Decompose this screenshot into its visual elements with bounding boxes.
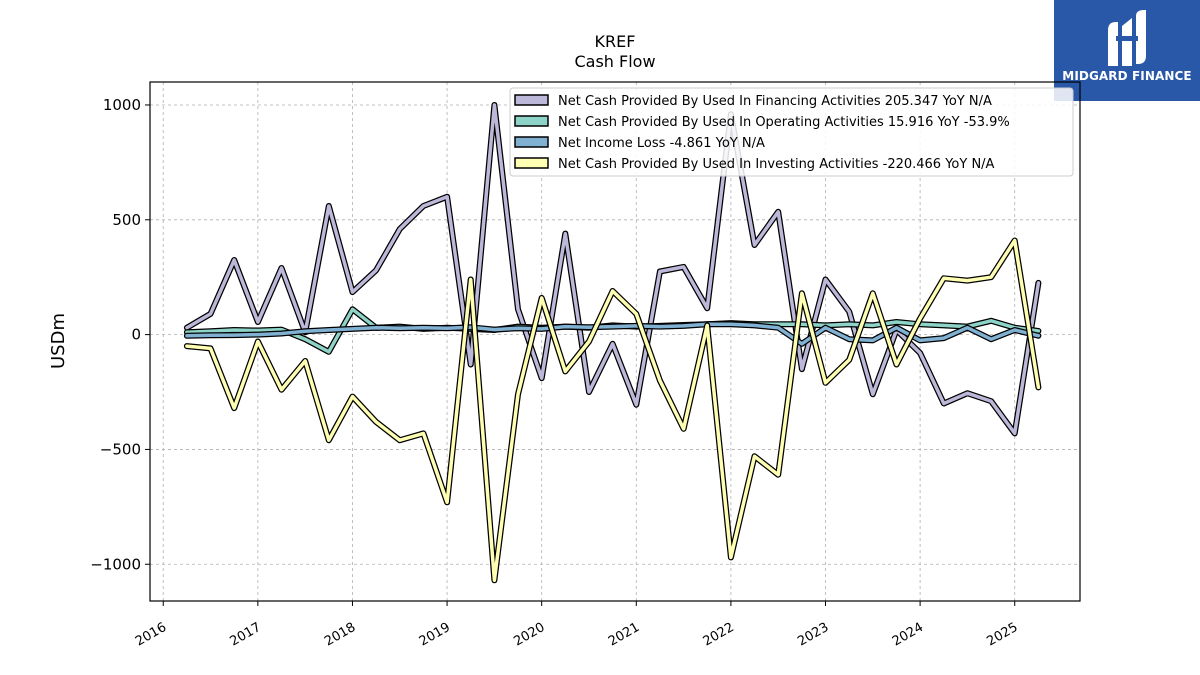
x-tick-label: 2022: [701, 620, 737, 650]
x-tick-label: 2018: [322, 620, 358, 650]
y-tick-label: −1000: [90, 555, 141, 573]
legend-label: Net Cash Provided By Used In Financing A…: [558, 94, 992, 109]
x-tick-label: 2021: [606, 620, 642, 650]
x-tick-label: 2024: [890, 620, 926, 650]
chart-subtitle: Cash Flow: [574, 52, 655, 71]
y-axis-label: USDm: [48, 313, 69, 369]
x-tick-label: 2017: [228, 620, 264, 650]
legend-swatch: [514, 136, 549, 148]
legend-label: Net Cash Provided By Used In Operating A…: [558, 115, 1010, 130]
y-tick-label: 0: [131, 326, 141, 344]
legend-label: Net Income Loss -4.861 YoY N/A: [558, 136, 765, 151]
legend-swatch: [514, 115, 549, 127]
plot-frame: [149, 81, 1081, 602]
y-tick-label: 1000: [103, 96, 141, 114]
x-tick-label: 2019: [417, 620, 453, 650]
series-layer: [183, 102, 1042, 584]
midgard-finance-logo-mark-icon: [1108, 10, 1146, 66]
legend: Net Cash Provided By Used In Financing A…: [509, 87, 1074, 177]
legend-box: [509, 87, 1074, 177]
legend-label: Net Cash Provided By Used In Investing A…: [558, 157, 995, 172]
x-tick-label: 2023: [795, 620, 831, 650]
y-tick-label: 500: [112, 211, 141, 229]
midgard-finance-logo: MIDGARD FINANCE: [1054, 0, 1200, 101]
legend-swatch: [514, 157, 549, 169]
x-tick-label: 2025: [984, 620, 1020, 650]
y-tick-label: −500: [100, 440, 141, 458]
series-3-line: [185, 322, 1041, 346]
x-tick-label: 2020: [511, 620, 547, 650]
x-tick-label: 2016: [133, 620, 169, 650]
legend-swatch: [514, 94, 549, 106]
series-4-line: [185, 238, 1041, 583]
chart-title: KREF: [595, 32, 636, 51]
logo-text: MIDGARD FINANCE: [1062, 69, 1192, 83]
